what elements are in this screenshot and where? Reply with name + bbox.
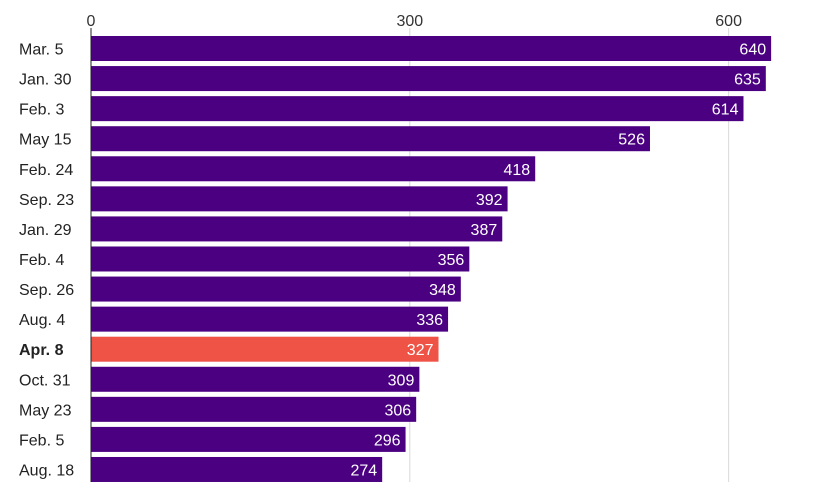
- value-label: 392: [476, 192, 503, 209]
- bar-13: [91, 426, 406, 452]
- value-label: 306: [384, 402, 411, 419]
- bar-10: [91, 336, 439, 362]
- value-label: 309: [388, 372, 415, 389]
- category-label: Jan. 29: [19, 222, 72, 239]
- bar-8: [91, 276, 461, 302]
- x-axis-ticks: 0 300 600: [87, 13, 743, 30]
- bar-3: [91, 126, 650, 152]
- category-label: Feb. 3: [19, 102, 64, 119]
- bars: [91, 36, 772, 482]
- x-tick-label: 300: [396, 13, 423, 30]
- bar-14: [91, 456, 383, 482]
- bar-11: [91, 366, 420, 392]
- bar-2: [91, 96, 744, 122]
- x-tick-label: 600: [715, 13, 742, 30]
- value-label: 336: [416, 312, 443, 329]
- x-tick-label: 0: [87, 13, 96, 30]
- category-label: Oct. 31: [19, 372, 71, 389]
- value-label: 348: [429, 282, 456, 299]
- category-label: Aug. 18: [19, 462, 74, 479]
- category-label: Sep. 23: [19, 192, 74, 209]
- bar-1: [91, 66, 766, 92]
- category-label: Aug. 4: [19, 312, 65, 329]
- category-label: Feb. 5: [19, 432, 64, 449]
- category-label: May 15: [19, 132, 72, 149]
- value-label: 418: [504, 162, 531, 179]
- value-label: 274: [350, 462, 377, 479]
- category-labels: Mar. 5 Jan. 30 Feb. 3 May 15 Feb. 24 Sep. 23 J…: [19, 42, 74, 480]
- value-label: 387: [471, 222, 498, 239]
- category-label: Feb. 4: [19, 252, 64, 269]
- category-label: Apr. 8: [19, 342, 64, 359]
- category-label: Mar. 5: [19, 42, 64, 59]
- value-label: 526: [618, 132, 645, 149]
- category-label: Feb. 24: [19, 162, 73, 179]
- bar-4: [91, 156, 536, 182]
- bar-5: [91, 186, 508, 212]
- category-label: Jan. 30: [19, 72, 72, 89]
- bar-0: [91, 36, 772, 61]
- value-label: 614: [712, 102, 739, 119]
- value-label: 635: [734, 72, 761, 89]
- bar-6: [91, 216, 503, 242]
- value-label: 356: [438, 252, 465, 269]
- category-label: May 23: [19, 402, 72, 419]
- bar-7: [91, 246, 470, 272]
- bar-9: [91, 306, 449, 332]
- value-label: 327: [407, 342, 434, 359]
- value-label: 640: [739, 42, 766, 59]
- value-label: 296: [374, 432, 401, 449]
- bar-12: [91, 396, 417, 422]
- category-label: Sep. 26: [19, 282, 74, 299]
